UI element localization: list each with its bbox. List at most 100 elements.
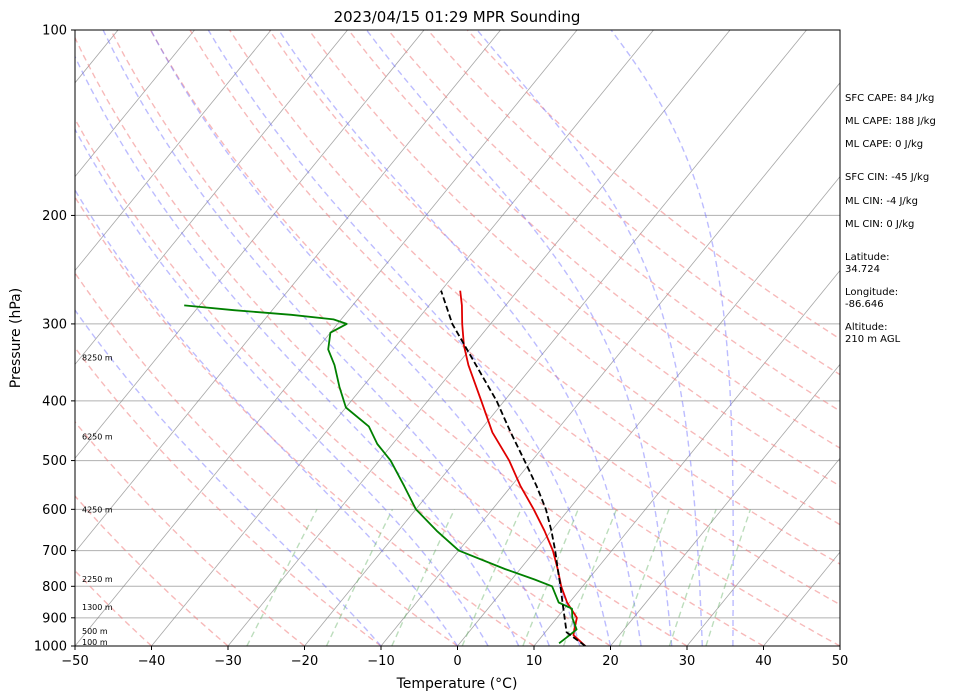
dry-adiabat-line [75,117,611,646]
altitude-value: 210 m AGL [845,334,901,345]
height-label: 6250 m [82,433,113,442]
mixing-ratio-line [246,508,318,646]
mixing-ratio-line [461,509,522,646]
x-tick-label: 0 [453,654,461,669]
isotherm-line [75,30,272,272]
ml-cape-text-2: ML CAPE: 0 J/kg [845,139,924,150]
dry-adiabat-line [268,30,840,526]
isotherm-line [75,30,501,553]
moist-adiabat-line [75,188,459,646]
mixing-ratio-line [522,509,579,646]
isotherm-line [686,457,840,646]
parcel-profile-line [440,290,586,646]
reference-lines [75,30,840,646]
y-axis-label: Pressure (hPa) [8,288,24,388]
ml-cin-text-2: ML CIN: 0 J/kg [845,219,915,230]
height-label: 100 m [82,638,108,647]
sfc-cin-text: SFC CIN: -45 J/kg [845,172,930,183]
dry-adiabat-line [75,271,458,646]
x-tick-label: −30 [214,654,241,669]
isotherm-line [151,30,654,646]
dry-adiabat-line [75,36,688,646]
dry-adiabat-line [149,30,840,646]
moist-adiabat-line [207,30,612,646]
y-tick-label: 200 [42,209,67,224]
x-axis-label: Temperature (°C) [396,676,518,692]
dry-adiabat-line [229,30,840,565]
plot-frame [74,29,841,647]
x-tick-label: −40 [138,654,165,669]
dry-adiabat-line [347,30,840,449]
x-tick-label: 40 [755,654,772,669]
moist-adiabat-line [366,30,673,646]
mixing-ratio-line [618,509,670,646]
isotherm-line [457,176,840,646]
x-tick-label: 30 [679,654,696,669]
mixing-ratio-line [562,509,618,646]
moist-adiabat-line [75,127,489,646]
dry-adiabat-line [75,494,229,646]
mixing-ratio-line [705,509,752,646]
mixing-ratio-line [668,509,717,646]
height-label: 500 m [82,627,108,636]
moist-adiabat-line [610,30,734,646]
stats-panel: SFC CAPE: 84 J/kg ML CAPE: 188 J/kg ML C… [845,0,955,700]
latitude-label: Latitude: [845,252,890,263]
ml-cin-text: ML CIN: -4 J/kg [845,196,918,207]
x-tick-label: −50 [61,654,88,669]
dry-adiabat-line [110,30,764,646]
height-labels: 100 m 500 m 1300 m 2250 m 4250 m 6250 m 8250 m [82,353,113,647]
dry-adiabat-line [75,569,152,646]
y-tick-label: 900 [42,611,67,626]
dry-adiabat-line [75,195,535,646]
x-tick-label: 50 [832,654,849,669]
y-tick-label: 700 [42,544,67,559]
height-label: 1300 m [82,603,113,612]
y-tick-label: 400 [42,394,67,409]
dry-adiabat-line [189,30,840,606]
chart-title: 2023/04/15 01:29 MPR Sounding [334,8,581,26]
x-tick-label: −20 [291,654,318,669]
y-tick-label: 300 [42,317,67,332]
y-tick-label: 100 [42,24,67,39]
dry-adiabat-line [387,30,840,412]
isotherm-line [533,269,840,646]
mixing-ratio-line [391,509,456,646]
moist-adiabat-line [150,30,581,646]
dry-adiabat-line [75,346,382,646]
isotherm-line [380,82,840,646]
dry-adiabat-line [308,30,840,487]
mixing-ratio-line [325,508,394,646]
dewpoint-profile-line [184,304,578,645]
y-tick-label: 600 [42,503,67,518]
x-tick-label: 10 [526,654,543,669]
isotherm-line [227,30,731,646]
height-label: 4250 m [82,505,113,514]
y-axis: 100 200 300 400 500 600 700 800 900 1000 [34,24,75,655]
isotherm-line [75,30,195,178]
altitude-label: Altitude: [845,322,888,333]
temperature-profile-line [459,290,586,646]
height-label: 8250 m [82,353,113,362]
y-tick-label: 500 [42,454,67,469]
height-label: 2250 m [82,575,113,584]
x-tick-label: 20 [602,654,619,669]
x-axis: −50 −40 −30 −20 −10 0 10 20 30 40 50 [61,646,848,669]
isotherm-line [610,363,840,646]
moist-adiabat-line [102,30,550,646]
y-tick-label: 800 [42,580,67,595]
latitude-value: 34.724 [845,264,880,275]
y-tick-label: 1000 [34,640,67,655]
x-tick-label: −10 [367,654,394,669]
isotherm-line [75,30,425,459]
moist-adiabat-line [75,55,520,646]
moist-adiabat-line [278,30,642,646]
longitude-label: Longitude: [845,287,899,298]
sfc-cape-text: SFC CAPE: 84 J/kg [845,93,935,104]
ml-cape-text: ML CAPE: 188 J/kg [845,116,936,127]
isotherm-line [304,30,807,646]
isotherm-line [75,30,348,366]
longitude-value: -86.646 [845,299,884,310]
isotherm-line [75,30,578,646]
